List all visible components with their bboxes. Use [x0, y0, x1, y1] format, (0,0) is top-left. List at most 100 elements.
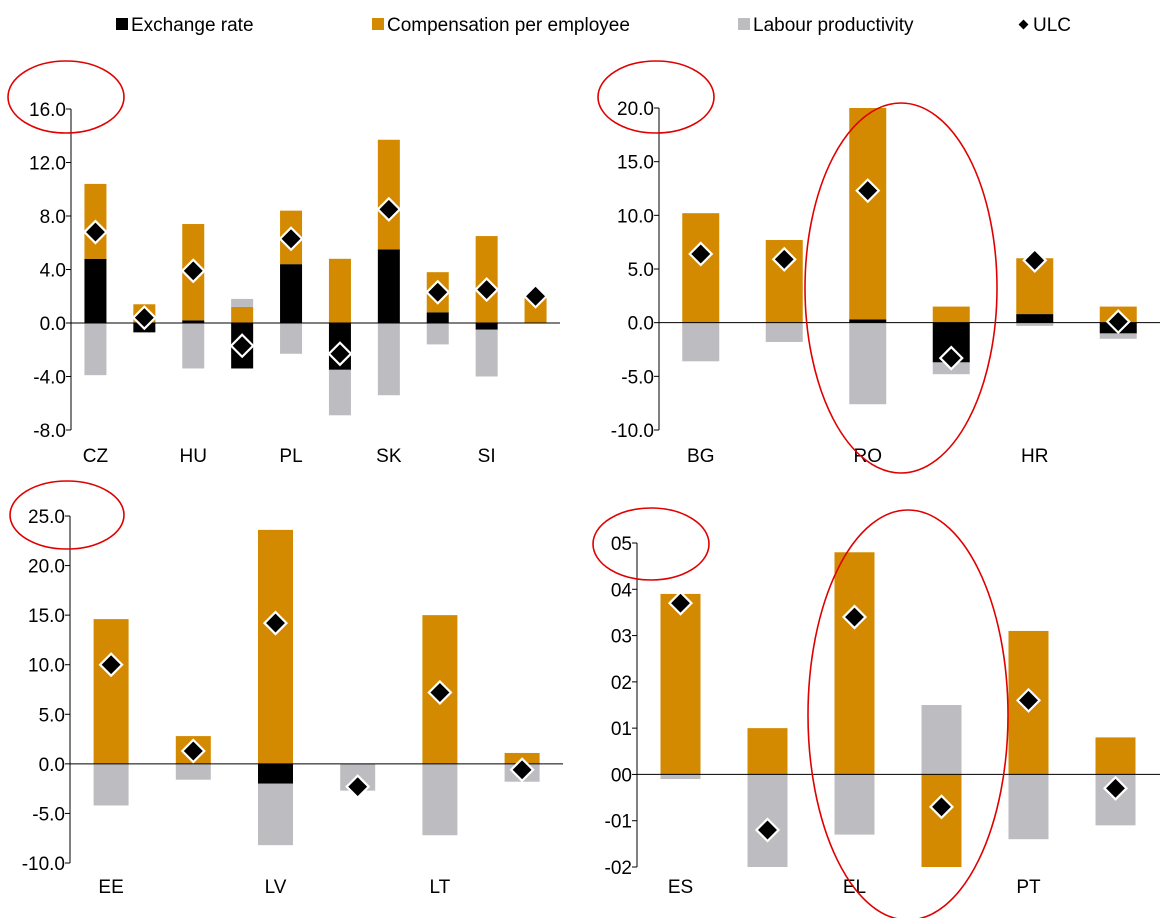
- bar-productivity: [93, 763, 129, 806]
- legend-productivity: Labour productivity: [738, 15, 914, 37]
- ulc-marker: [667, 590, 694, 616]
- annotation-circle-axis-2: [597, 60, 715, 134]
- legend-compensation: Compensation per employee: [372, 15, 630, 37]
- bar-compensation: [682, 213, 720, 323]
- ulc-marker: [262, 610, 289, 636]
- bar-exchange-rate: [1016, 314, 1054, 323]
- legend-exchange-rate: Exchange rate: [116, 15, 254, 37]
- y-tick-label: 0.0: [40, 314, 66, 335]
- ulc-marker: [180, 258, 206, 284]
- annotation-circle-axis-1: [7, 60, 125, 134]
- ulc-marker: [771, 246, 797, 272]
- chart-panel-2: -10.0 -5.0 0.0 5.0 10.0 15.0 20.0 BG RO HR: [611, 99, 1160, 467]
- chart-panel-3: -10.0 -5.0 0.0 5.0 10.0 15.0 20.0 25.0 EE LV LT: [22, 507, 563, 898]
- ulc-marker: [928, 794, 955, 820]
- legend-label-compensation: Compensation per employee: [387, 15, 630, 36]
- ulc-marker: [688, 241, 714, 267]
- y-tick-label: 0.0: [39, 755, 65, 776]
- y-tick-label: 03: [611, 627, 632, 648]
- bar-exchange-rate: [182, 320, 205, 323]
- ulc-marker: [855, 178, 881, 204]
- bar-productivity: [1016, 322, 1054, 326]
- legend-label-exchange-rate: Exchange rate: [131, 15, 254, 36]
- ulc-marker: [754, 817, 781, 843]
- x-category-label: SK: [376, 446, 402, 467]
- bar-productivity: [765, 322, 803, 342]
- ulc-marker: [180, 738, 206, 764]
- y-tick-label: 02: [611, 673, 632, 694]
- bar-productivity: [258, 783, 293, 846]
- bar-compensation: [921, 774, 962, 867]
- x-category-label: HU: [180, 446, 207, 467]
- y-tick-label: -10.0: [611, 421, 654, 442]
- ulc-marker: [938, 345, 964, 371]
- x-category-label: EE: [98, 877, 123, 898]
- ulc-marker: [229, 333, 255, 359]
- bar-compensation: [849, 108, 887, 320]
- x-category-label: PT: [1016, 877, 1041, 898]
- bar-productivity: [377, 323, 400, 396]
- bar-productivity: [280, 323, 303, 354]
- bar-productivity: [422, 763, 458, 836]
- bar-productivity: [426, 323, 449, 345]
- ulc-marker: [427, 679, 453, 706]
- ulc-marker: [82, 219, 109, 245]
- bar-productivity: [921, 705, 962, 775]
- y-tick-label: -4.0: [33, 368, 66, 389]
- y-tick-label: 10.0: [617, 206, 654, 227]
- y-tick-label: 10.0: [28, 656, 65, 677]
- annotation-circle-axis-4: [592, 507, 710, 581]
- legend-label-productivity: Labour productivity: [753, 15, 914, 36]
- y-tick-label: 25.0: [28, 507, 65, 528]
- legend-swatch-compensation: [372, 18, 384, 30]
- bar-productivity: [682, 322, 720, 362]
- bar-productivity: [175, 763, 211, 780]
- chart-panel-1: -8.0 -4.0 0.0 4.0 8.0 12.0 16.0 CZ HU PL SK SI: [29, 100, 560, 467]
- y-tick-label: -5.0: [621, 367, 654, 388]
- x-category-label: ES: [668, 877, 693, 898]
- ulc-marker: [474, 277, 500, 303]
- y-tick-label: 4.0: [40, 261, 66, 282]
- ulc-marker: [509, 757, 535, 783]
- x-category-label: CZ: [83, 446, 109, 467]
- y-tick-label: -8.0: [33, 421, 66, 442]
- y-tick-label: 5.0: [39, 705, 65, 726]
- legend-ulc: ULC: [1018, 15, 1071, 37]
- ulc-marker: [522, 283, 549, 309]
- bar-productivity: [1099, 333, 1137, 339]
- bar-productivity: [84, 323, 107, 376]
- bar-productivity: [328, 369, 351, 416]
- y-tick-label: 01: [611, 719, 632, 740]
- y-tick-label: -5.0: [32, 804, 65, 825]
- x-category-label: PL: [279, 446, 302, 467]
- y-tick-label: 16.0: [29, 100, 66, 121]
- bar-compensation: [1095, 737, 1136, 775]
- bar-compensation: [747, 728, 788, 775]
- legend-label-ulc: ULC: [1033, 15, 1072, 36]
- x-category-label: LT: [430, 877, 451, 898]
- y-tick-label: -02: [605, 858, 632, 879]
- bar-compensation: [834, 552, 875, 775]
- bar-exchange-rate: [849, 319, 887, 323]
- y-tick-label: 5.0: [628, 260, 654, 281]
- bar-compensation: [660, 593, 701, 775]
- bar-exchange-rate: [377, 249, 400, 323]
- ulc-marker: [425, 279, 451, 305]
- x-category-label: HR: [1021, 446, 1048, 467]
- x-category-label: SI: [478, 446, 496, 467]
- annotations: [7, 60, 1009, 918]
- ulc-marker: [345, 774, 371, 800]
- ulc-marker: [131, 305, 157, 331]
- y-tick-label: -10.0: [22, 854, 65, 875]
- ulc-marker: [1105, 309, 1131, 335]
- bar-exchange-rate: [84, 258, 107, 323]
- ulc-marker: [98, 652, 124, 678]
- legend-swatch-exchange-rate: [116, 18, 128, 30]
- bar-productivity: [231, 298, 254, 307]
- y-tick-label: 12.0: [29, 154, 66, 175]
- bar-productivity: [182, 323, 205, 369]
- ulc-marker: [1102, 775, 1129, 801]
- y-tick-label: 0.0: [628, 314, 654, 335]
